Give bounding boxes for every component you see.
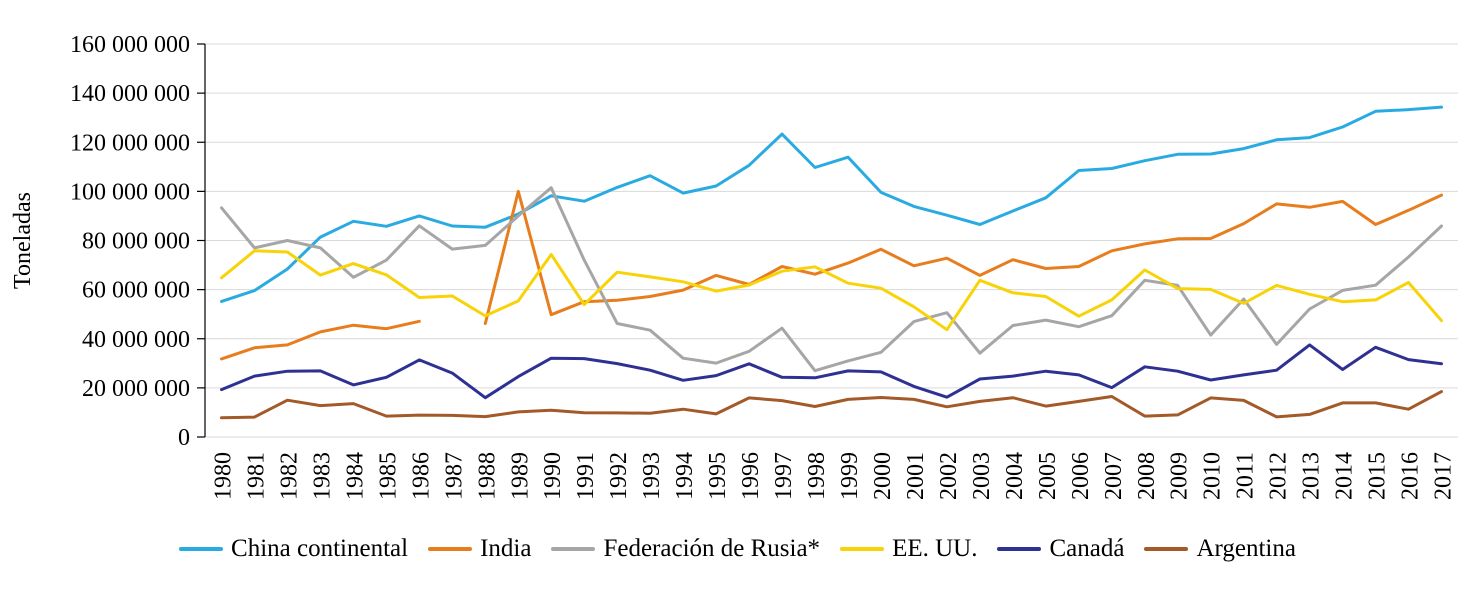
- y-tick-label: 20 000 000: [82, 376, 190, 402]
- series-line-india: [220, 189, 1443, 361]
- x-tick-label: 1998: [804, 452, 830, 500]
- x-tick-label: 1993: [639, 452, 665, 500]
- y-axis-title: Toneladas: [10, 192, 36, 289]
- x-tick-label: 1986: [408, 452, 434, 500]
- x-tick-label: 1988: [474, 452, 500, 500]
- x-tick-label: 1996: [738, 452, 764, 500]
- x-tick-label: 2016: [1398, 452, 1424, 500]
- x-tick-label: 1980: [210, 452, 236, 500]
- legend-line-swatch-ee-uu: [840, 547, 885, 551]
- x-tick-label: 2013: [1299, 452, 1325, 500]
- x-tick-label: 1983: [309, 452, 335, 500]
- x-tick-label: 1989: [507, 452, 533, 500]
- x-tick-label: 2006: [1068, 452, 1094, 500]
- x-tick-label: 1982: [276, 452, 302, 500]
- x-tick-label: 1981: [243, 452, 269, 500]
- legend-label: India: [480, 535, 532, 562]
- x-tick-label: 1984: [342, 452, 368, 500]
- y-tick-label: 40 000 000: [82, 327, 190, 353]
- x-tick-label: 2008: [1134, 452, 1160, 500]
- x-tick-label: 2003: [969, 452, 995, 500]
- y-tick-label: 100 000 000: [70, 179, 190, 205]
- x-tick-label: 1987: [441, 452, 467, 500]
- x-tick-label: 1997: [771, 452, 797, 500]
- legend-label: Canadá: [1049, 535, 1125, 562]
- legend-item-argentina: Argentina: [1144, 535, 1296, 563]
- legend-item-federacion-de-rusia: Federación de Rusia*: [551, 535, 820, 563]
- y-tick-label: 120 000 000: [70, 130, 190, 156]
- series-line-ee-uu: [220, 249, 1443, 332]
- x-tick-label: 2015: [1365, 452, 1391, 500]
- x-tick-label: 2007: [1101, 452, 1127, 500]
- line-chart-canvas: 0 20 000 000 40 000 000 60 000 000 80 000 00…: [10, 32, 1458, 500]
- y-tick-label: 0: [178, 425, 190, 451]
- legend-item-india: India: [428, 535, 531, 563]
- legend-line-swatch-china-continental: [179, 547, 224, 551]
- legend-item-ee-uu: EE. UU.: [840, 535, 977, 563]
- x-tick-label: 2002: [936, 452, 962, 500]
- x-tick-label: 2017: [1431, 452, 1457, 500]
- y-tick-label: 80 000 000: [82, 229, 190, 255]
- series-line-federacion-de-rusia: [220, 186, 1443, 373]
- x-tick-label: 1995: [705, 452, 731, 500]
- legend-label: Federación de Rusia*: [603, 535, 821, 562]
- legend-label: China continental: [231, 535, 409, 562]
- series-line-china-continental: [220, 105, 1443, 303]
- x-tick-label: 1999: [837, 452, 863, 500]
- legend-label: Argentina: [1196, 535, 1296, 562]
- y-tick-label: 60 000 000: [82, 278, 190, 304]
- y-tick-label: 140 000 000: [70, 81, 190, 107]
- x-tick-label: 2010: [1200, 452, 1226, 500]
- x-tick-label: 2004: [1002, 452, 1028, 500]
- legend-line-swatch-argentina: [1144, 547, 1189, 551]
- legend-item-china-continental: China continental: [179, 535, 408, 563]
- legend-line-swatch-canada: [997, 547, 1042, 551]
- x-tick-label: 2005: [1035, 452, 1061, 500]
- x-tick-label: 2009: [1167, 452, 1193, 500]
- x-tick-label: 1991: [573, 452, 599, 500]
- x-tick-label: 2000: [870, 452, 896, 500]
- legend-line-swatch-india: [428, 547, 473, 551]
- x-tick-label: 1985: [375, 452, 401, 500]
- legend-line-swatch-federacion-de-rusia: [551, 547, 596, 551]
- x-tick-label: 2012: [1266, 452, 1292, 500]
- chart-legend: China continental India Federación de Rusi…: [0, 520, 1475, 578]
- legend-item-canada: Canadá: [997, 535, 1124, 563]
- x-tick-label: 2014: [1332, 452, 1358, 500]
- x-tick-label: 2011: [1233, 452, 1259, 499]
- x-tick-label: 1992: [606, 452, 632, 500]
- x-tick-label: 1994: [672, 452, 698, 500]
- x-tick-label: 2001: [903, 452, 929, 500]
- series-line-canada: [220, 343, 1443, 400]
- x-tick-label: 1990: [540, 452, 566, 500]
- legend-label: EE. UU.: [892, 535, 978, 562]
- series-line-argentina: [220, 390, 1443, 420]
- y-tick-label: 160 000 000: [70, 32, 190, 58]
